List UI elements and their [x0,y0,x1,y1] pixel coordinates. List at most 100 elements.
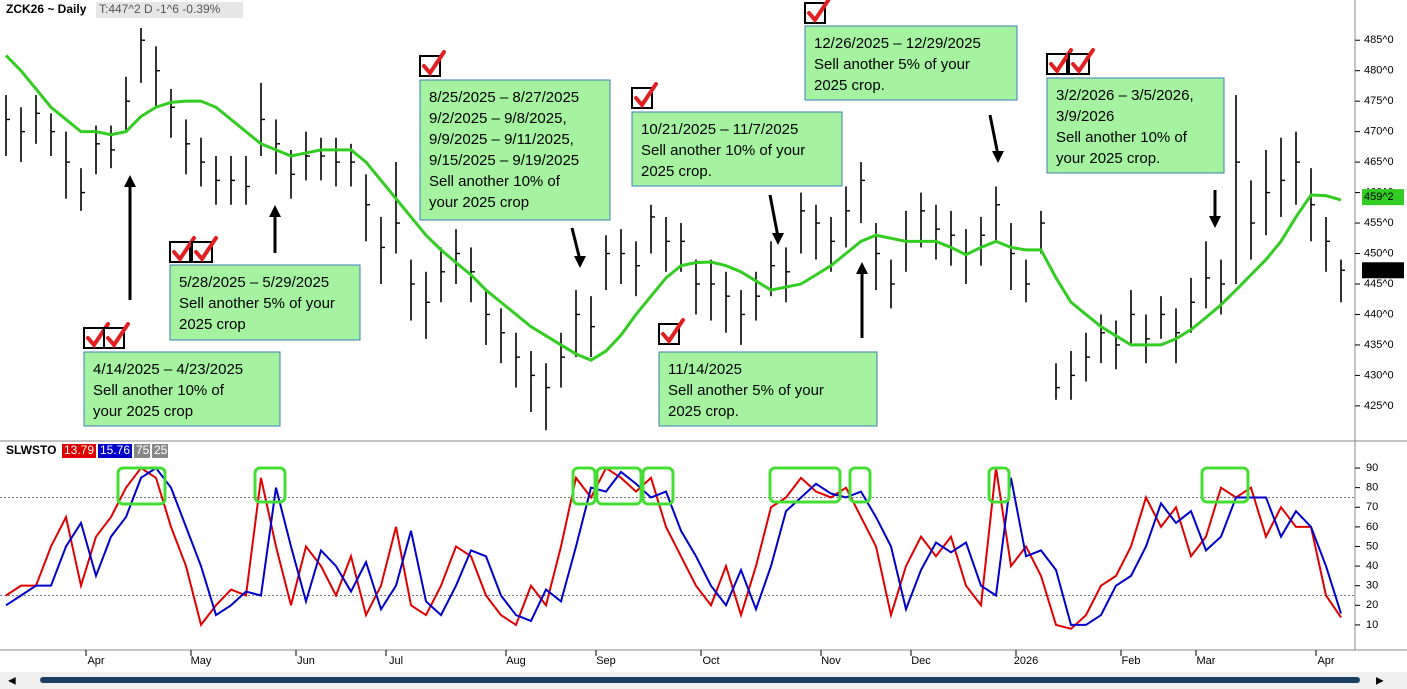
y-tick-label: 475^0 [1364,95,1394,107]
annotation-text: 11/14/2025 [668,361,742,378]
arrow [768,194,780,238]
x-tick-label: Aug [506,655,526,667]
checkmark [661,318,685,345]
y-tick-label: 470^0 [1364,126,1394,138]
y-tick-label: 445^0 [1364,278,1394,290]
x-tick-label: Jul [389,655,403,667]
y-tick-label: 10 [1366,619,1378,631]
arrow-head [269,205,281,217]
x-tick-label: 2026 [1014,655,1038,667]
annotation-box [804,25,1018,101]
checkmark [422,50,446,77]
y-tick-label: 50 [1366,540,1378,552]
checkmark [1049,48,1073,75]
value-label: 13.79 [64,443,94,457]
checkmark [1071,48,1095,75]
y-tick-label: 425^0 [1364,400,1394,412]
x-tick-label: Oct [702,655,719,667]
checkmark [807,0,831,24]
y-tick-label: 465^0 [1364,156,1394,168]
annotation-text: your 2025 crop. [1056,150,1160,167]
highlight-box [116,466,167,506]
y-tick-label: 440^0 [1364,308,1394,320]
annotation-box [169,264,361,341]
annotation-text: your 2025 crop [429,194,529,211]
annotation-box [419,79,611,221]
checkmark [106,322,130,349]
arrow-head [992,151,1004,163]
highlight-box [768,466,842,504]
y-tick-label: 90 [1366,462,1378,474]
price-tag-label: 459^2 [1364,191,1394,203]
x-tick-label: Feb [1122,655,1141,667]
annotation-text: Sell another 10% of your [641,142,805,159]
annotation-text: 2025 crop. [641,163,712,180]
x-tick-label: Mar [1197,655,1216,667]
value-label: 15.76 [100,443,130,457]
arrow-head [772,233,784,245]
annotation-text: Sell another 5% of your [668,382,824,399]
y-tick-label: 80 [1366,482,1378,494]
indicator-title: SLWSTO [6,443,56,457]
highlight-box [987,466,1011,504]
annotation-text: 2025 crop. [668,403,739,420]
y-tick-label: 430^0 [1364,369,1394,381]
annotation-box [83,351,281,427]
level-box [152,444,168,458]
annotation-text: your 2025 crop [93,403,193,420]
annotation-text: Sell another 5% of your [179,295,335,312]
moving-average [4,54,1342,362]
arrow-head [856,262,868,274]
annotation-text: 9/15/2025 – 9/19/2025 [429,152,579,169]
chart-subtitle: T:447^2 D -1^6 -0.39% [99,2,221,16]
price-tag-label: 447^2 [1364,264,1394,276]
annotation-text: Sell another 10% of [429,173,561,190]
level-label: 75 [136,443,150,457]
scroll-left[interactable]: ◀ [8,676,16,687]
x-tick-label: Apr [87,655,104,667]
value-box [62,444,96,458]
highlight-box [641,466,675,506]
annotation-box [658,351,878,427]
subtitle-box [96,2,243,18]
x-tick-label: Apr [1317,655,1334,667]
annotation-text: 2025 crop [179,316,246,333]
annotation-text: 9/2/2025 – 9/8/2025, [429,110,567,127]
price-tag [1362,262,1404,279]
y-tick-label: 435^0 [1364,339,1394,351]
annotation-text: Sell another 10% of [93,382,225,399]
scrollbar-thumb[interactable] [40,677,1360,683]
arrow-head [574,256,586,268]
annotation-text: 3/9/2026 [1056,108,1114,125]
y-tick-label: 450^0 [1364,247,1394,259]
highlight-box [571,466,597,506]
scroll-right[interactable]: ▶ [1376,676,1384,687]
annotation-text: 9/9/2025 – 9/11/2025, [429,131,574,148]
annotation-text: Sell another 5% of your [814,56,970,73]
stoch-line [5,466,1342,630]
annotation-box [631,111,843,187]
y-tick-label: 60 [1366,521,1378,533]
annotation-box [1046,77,1225,174]
highlight-box [595,466,643,506]
y-tick-label: 455^0 [1364,217,1394,229]
annotation-text: 3/2/2026 – 3/5/2026, [1056,87,1194,104]
checkmark [194,236,218,263]
stoch-line [5,466,1342,626]
annotation-text: 10/21/2025 – 11/7/2025 [641,121,798,138]
y-tick-label: 480^0 [1364,65,1394,77]
x-tick-label: Jun [297,655,315,667]
x-tick-label: May [191,655,212,667]
value-box [98,444,132,458]
annotation-text: 5/28/2025 – 5/29/2025 [179,274,329,291]
checkmark [634,82,658,109]
level-label: 25 [154,443,168,457]
chart-title: ZCK26 ~ Daily [6,2,87,16]
y-tick-label: 30 [1366,580,1378,592]
x-tick-label: Dec [911,655,931,667]
annotation-text: Sell another 10% of [1056,129,1188,146]
price-tag [1362,189,1404,206]
arrow-head [124,175,136,187]
annotation-text: 12/26/2025 – 12/29/2025 [814,35,981,52]
level-box [134,444,150,458]
